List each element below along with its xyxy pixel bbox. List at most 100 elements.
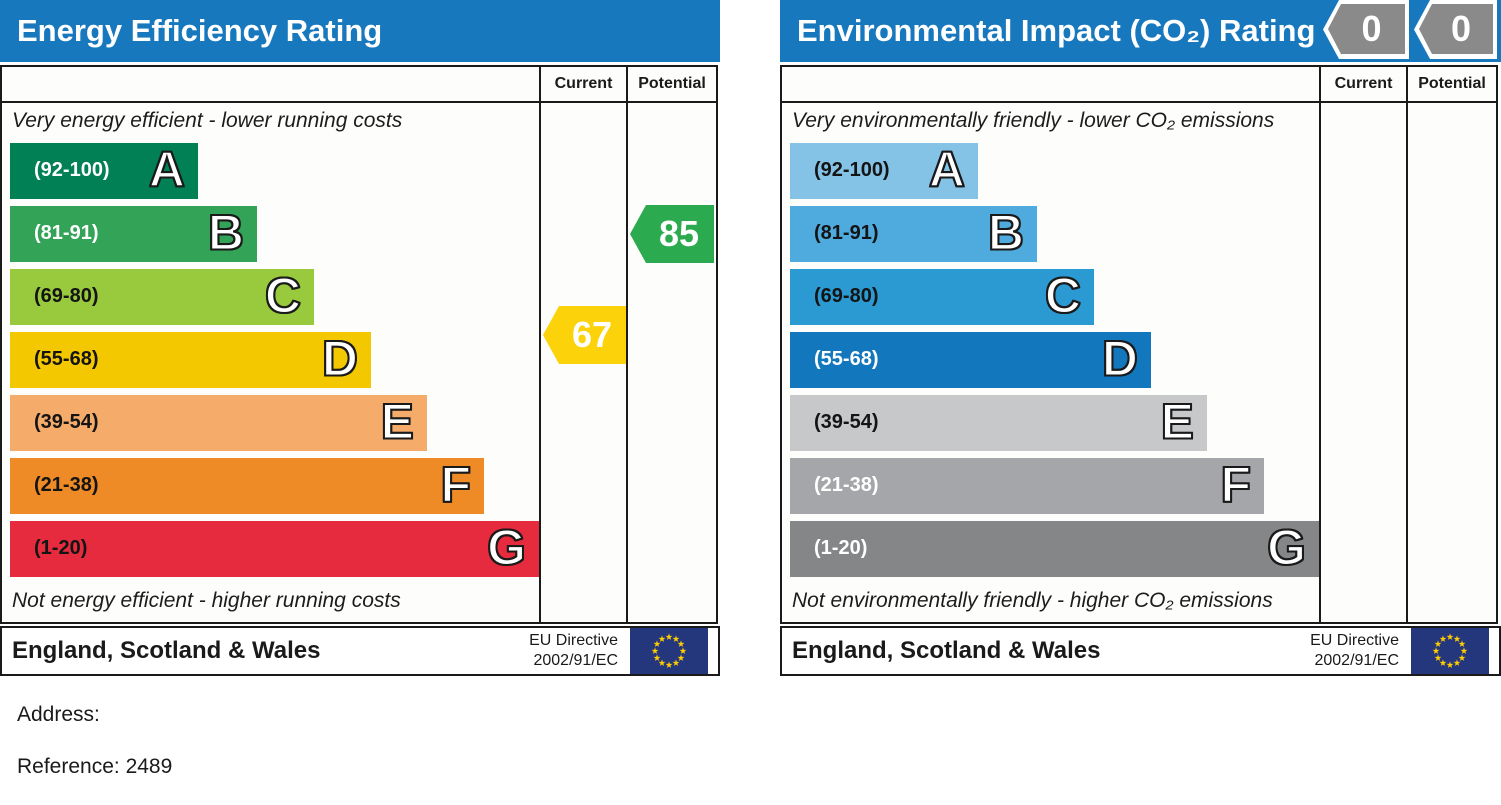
eu-directive-label: EU Directive 2002/91/EC [1310,631,1399,671]
region-label: England, Scotland & Wales [12,637,321,664]
band-range-label: (39-54) [34,411,99,433]
band-range-label: (81-91) [34,222,99,244]
band-bar-a: (92-100) A [790,141,978,199]
potential-column-header: Potential [626,67,716,101]
environmental-rating-table: Current Potential Very environmentally f… [780,65,1498,624]
current-zero-badge: 0 [1323,0,1409,59]
energy-current-column: 67 [539,103,627,622]
band-range-label: (92-100) [34,159,110,181]
environmental-band-list: (92-100) A (81-91) B (69-80) C (55-68) D (39-54)… [782,139,1319,580]
band-range-label: (39-54) [814,411,879,433]
band-letter: D [1101,330,1139,386]
band-row-g: (1-20) G [2,517,539,580]
band-row-b: (81-91) B [2,202,539,265]
band-letter: E [1160,393,1195,449]
band-bar-c: (69-80) C [10,267,314,325]
band-range-label: (69-80) [814,285,879,307]
potential-zero-badge: 0 [1414,0,1497,59]
eu-directive-line1: EU Directive [1310,632,1399,649]
top-caption: Very energy efficient - lower running co… [12,109,403,132]
eu-directive-line2: 2002/91/EC [533,652,618,669]
potential-column-header: Potential [1406,67,1496,101]
energy-chart-header: Energy Efficiency Rating [0,0,720,62]
band-range-label: (81-91) [814,222,879,244]
bottom-caption: Not environmentally friendly - higher CO… [792,589,1273,612]
energy-table-header-row: Current Potential [2,67,716,103]
band-bar-b: (81-91) B [10,204,257,262]
band-row-d: (55-68) D [782,328,1319,391]
band-bar-f: (21-38) F [10,456,484,514]
address-label: Address: [17,703,100,726]
environmental-table-body: Very environmentally friendly - lower CO… [782,103,1496,622]
band-range-label: (55-68) [34,348,99,370]
band-range-label: (69-80) [34,285,99,307]
band-range-label: (21-38) [814,474,879,496]
band-bar-c: (69-80) C [790,267,1094,325]
band-letter: G [1266,519,1307,575]
band-row-e: (39-54) E [782,391,1319,454]
band-row-e: (39-54) E [2,391,539,454]
band-letter: F [439,456,472,512]
environmental-current-column [1319,103,1406,622]
band-letter: C [264,267,302,323]
band-bar-a: (92-100) A [10,141,198,199]
band-bar-g: (1-20) G [790,519,1319,577]
energy-chart-title: Energy Efficiency Rating [17,13,383,48]
band-range-label: (1-20) [34,537,88,559]
band-row-d: (55-68) D [2,328,539,391]
eu-directive-label: EU Directive 2002/91/EC [529,631,618,671]
band-range-label: (55-68) [814,348,879,370]
band-bar-e: (39-54) E [10,393,427,451]
band-letter: A [928,141,966,197]
band-row-c: (69-80) C [782,265,1319,328]
energy-bands-column: Very energy efficient - lower running co… [2,103,539,622]
eu-flag-icon [630,628,708,674]
address-line: Address: [17,703,172,727]
band-letter: C [1044,267,1082,323]
band-bar-f: (21-38) F [790,456,1264,514]
reference-label: Reference: [17,755,120,778]
reference-value: 2489 [125,755,173,778]
environmental-table-header-row: Current Potential [782,67,1496,103]
energy-chart-footer: England, Scotland & Wales EU Directive 2… [0,626,720,676]
band-letter: F [1219,456,1252,512]
energy-rating-table: Current Potential Very energy efficient … [0,65,718,624]
band-row-a: (92-100) A [2,139,539,202]
environmental-impact-chart: Environmental Impact (CO₂) Rating 0 0 Cu… [780,0,1501,676]
environmental-chart-title: Environmental Impact (CO₂) Rating [797,13,1316,48]
environmental-potential-column [1406,103,1496,622]
band-row-c: (69-80) C [2,265,539,328]
band-row-f: (21-38) F [2,454,539,517]
band-row-f: (21-38) F [782,454,1319,517]
band-row-a: (92-100) A [782,139,1319,202]
reference-line: Reference: 2489 [17,755,172,779]
band-bar-d: (55-68) D [10,330,371,388]
eu-directive-line1: EU Directive [529,632,618,649]
energy-efficiency-chart: Energy Efficiency Rating Current Potenti… [0,0,720,676]
energy-band-list: (92-100) A (81-91) B (69-80) C (55-68) D (39-54)… [2,139,539,580]
energy-table-body: Very energy efficient - lower running co… [2,103,716,622]
header-spacer-cell [2,67,539,101]
current-rating-arrow: 67 [543,306,627,364]
band-row-b: (81-91) B [782,202,1319,265]
band-letter: E [380,393,415,449]
region-label: England, Scotland & Wales [792,637,1101,664]
band-bar-e: (39-54) E [790,393,1207,451]
current-column-header: Current [1319,67,1406,101]
band-range-label: (21-38) [34,474,99,496]
band-range-label: (92-100) [814,159,890,181]
band-range-label: (1-20) [814,537,868,559]
potential-rating-arrow: 85 [630,205,714,263]
band-letter: G [486,519,527,575]
band-letter: B [207,204,245,260]
environmental-chart-header: Environmental Impact (CO₂) Rating 0 0 [780,0,1501,62]
eu-flag-icon [1411,628,1489,674]
bottom-caption: Not energy efficient - higher running co… [12,589,401,612]
band-letter: B [987,204,1025,260]
band-row-g: (1-20) G [782,517,1319,580]
band-letter: A [148,141,186,197]
environmental-bands-column: Very environmentally friendly - lower CO… [782,103,1319,622]
band-bar-g: (1-20) G [10,519,539,577]
band-letter: D [321,330,359,386]
